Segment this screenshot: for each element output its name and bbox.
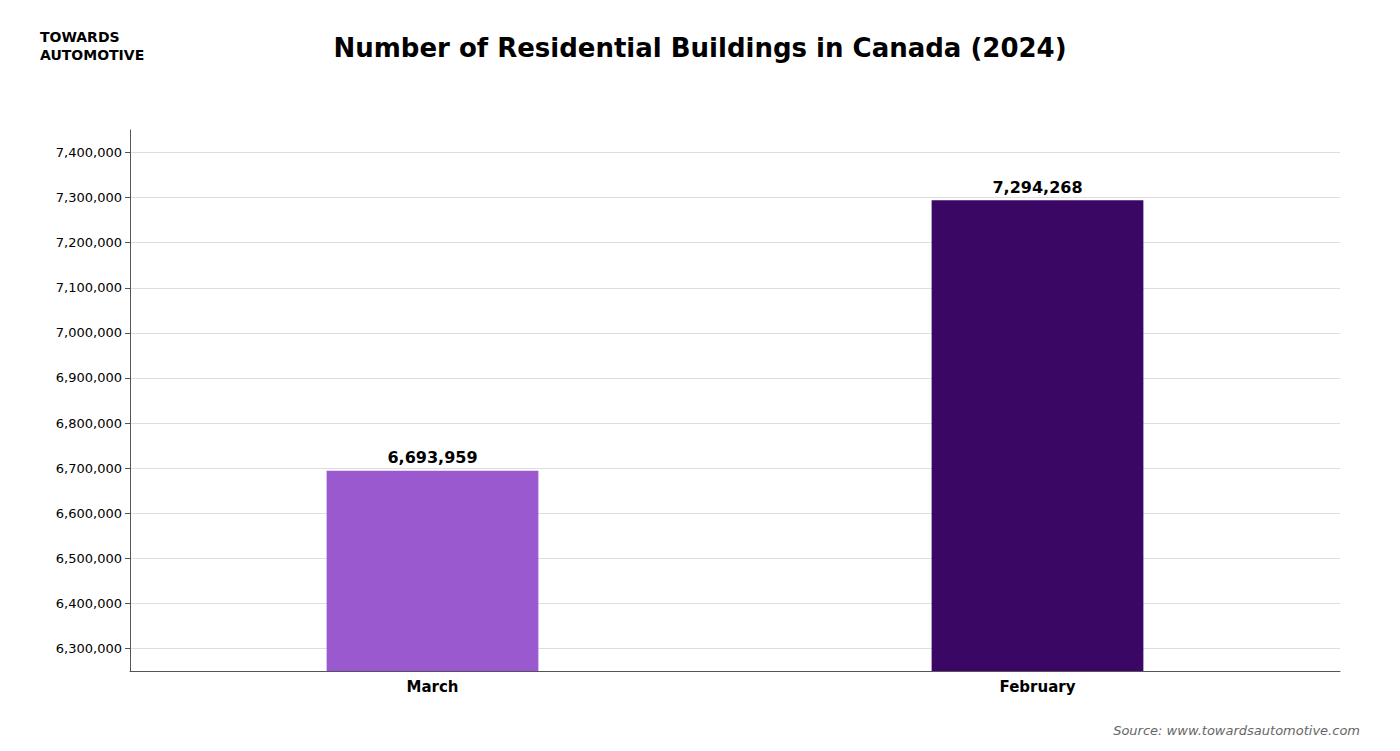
svg-text:7,100,000: 7,100,000 [56,280,122,295]
svg-text:Number of Residential Building: Number of Residential Buildings in Canad… [333,33,1066,63]
svg-text:7,294,268: 7,294,268 [992,178,1082,197]
svg-text:6,300,000: 6,300,000 [56,641,122,656]
svg-text:6,900,000: 6,900,000 [56,370,122,385]
svg-text:6,600,000: 6,600,000 [56,506,122,521]
svg-text:TOWARDS: TOWARDS [40,29,120,45]
svg-text:6,500,000: 6,500,000 [56,551,122,566]
svg-text:6,700,000: 6,700,000 [56,461,122,476]
svg-text:AUTOMOTIVE: AUTOMOTIVE [40,47,144,63]
svg-text:6,693,959: 6,693,959 [387,448,477,467]
svg-text:7,400,000: 7,400,000 [56,145,122,160]
svg-text:7,300,000: 7,300,000 [56,190,122,205]
svg-text:Source: www.towardsautomotive.: Source: www.towardsautomotive.com [1113,723,1360,738]
svg-text:7,200,000: 7,200,000 [56,235,122,250]
svg-text:6,400,000: 6,400,000 [56,596,122,611]
svg-text:February: February [1000,678,1076,696]
svg-text:6,800,000: 6,800,000 [56,416,122,431]
svg-text:7,000,000: 7,000,000 [56,325,122,340]
svg-text:March: March [406,678,458,696]
